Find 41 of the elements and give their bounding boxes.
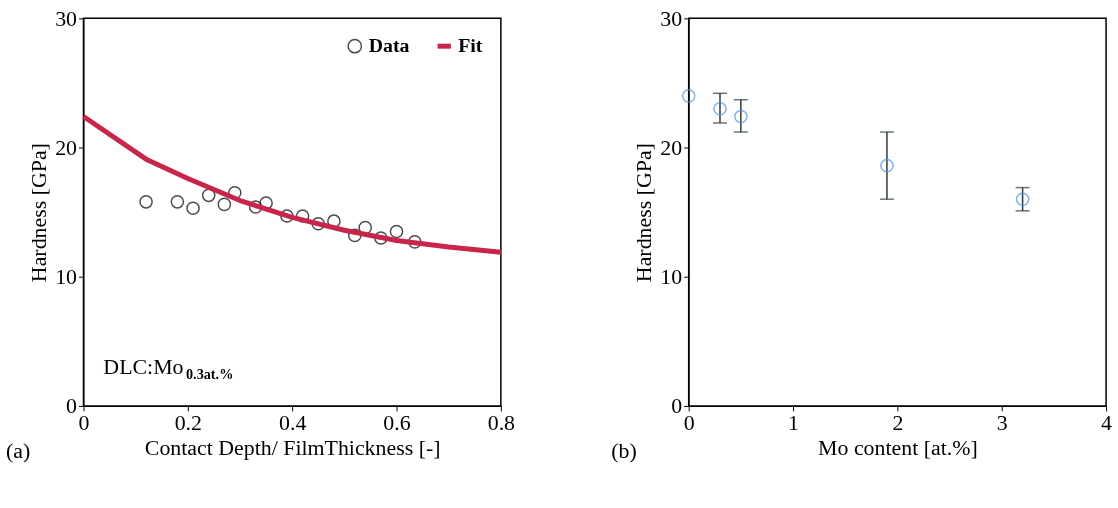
- y-tick-label: 30: [660, 6, 683, 31]
- y-tick-label: 10: [660, 265, 683, 290]
- point: [248, 200, 263, 214]
- point: [389, 224, 404, 239]
- point: [407, 235, 422, 249]
- point: [201, 188, 216, 203]
- legend-label: Fit: [458, 34, 483, 57]
- y-tick-label: 0: [671, 394, 683, 419]
- point: [713, 101, 727, 116]
- x-tick-label: 0.6: [383, 411, 411, 436]
- point: [170, 194, 185, 209]
- x-tick-label: 2: [892, 411, 904, 436]
- x-tick-label: 0.2: [174, 411, 202, 436]
- y-tick-label: 20: [660, 136, 683, 160]
- text: (a): [5, 438, 31, 463]
- line-series: [80, 114, 504, 255]
- x-tick-label: 3: [996, 411, 1008, 436]
- point: [374, 231, 388, 245]
- text: (b): [611, 438, 637, 463]
- y-tick-label: 10: [55, 265, 78, 290]
- point: [880, 158, 894, 173]
- point: [681, 89, 696, 103]
- point: [217, 197, 232, 212]
- x-tick-label: 0.4: [279, 411, 307, 436]
- point: [1015, 192, 1030, 207]
- y-tick-label: 0: [66, 394, 78, 419]
- y-tick-label: 30: [55, 6, 78, 31]
- x-tick-label: 0.8: [487, 411, 516, 436]
- y-axis-title: Hardness [GPa]: [27, 143, 52, 283]
- point: [280, 209, 294, 223]
- point: [139, 194, 153, 209]
- x-tick-label: 4: [1101, 411, 1113, 436]
- x-axis-title: Contact Depth/ FilmThickness [-]: [144, 436, 441, 461]
- x-tick-label: 1: [788, 411, 799, 436]
- y-tick-label: 20: [55, 136, 78, 160]
- point: [734, 109, 748, 124]
- x-axis-title: Mo content [at.%]: [818, 436, 978, 461]
- point: [186, 201, 200, 216]
- y-axis-title: Hardness [GPa]: [632, 143, 657, 283]
- legend-label: Data: [368, 34, 410, 57]
- point: [311, 216, 326, 231]
